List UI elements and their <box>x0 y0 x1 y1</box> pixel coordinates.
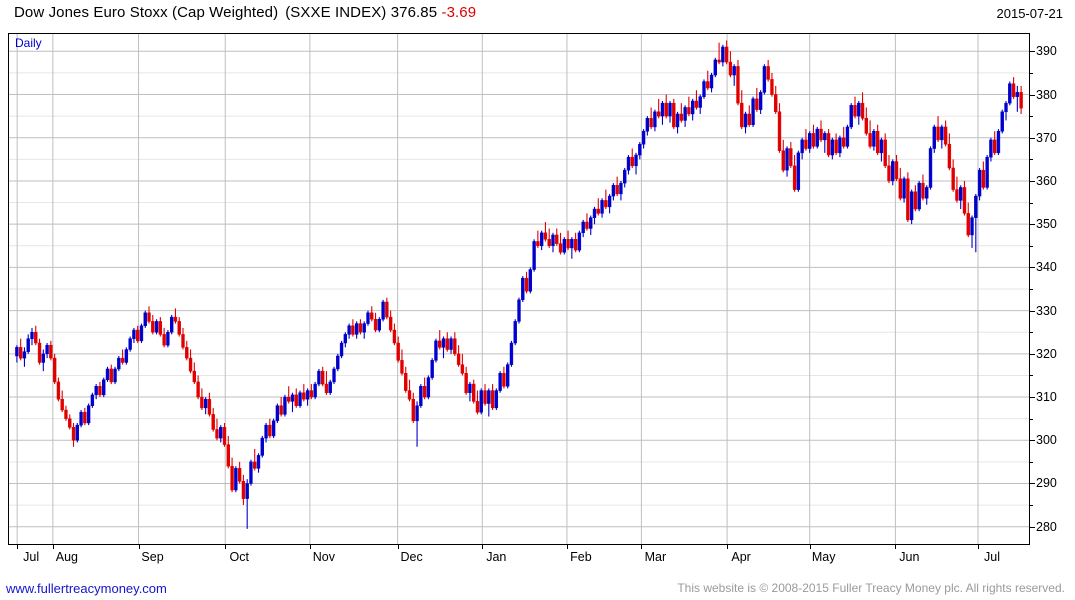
x-axis-label: Aug <box>55 550 78 564</box>
y-axis-label: 370 <box>1036 130 1057 145</box>
x-axis-label: Jul <box>23 550 40 564</box>
x-axis-tick-mark <box>17 545 19 549</box>
x-axis-label: Jul <box>984 550 1000 564</box>
x-axis-label: Mar <box>644 550 667 564</box>
plot-area[interactable]: Daily <box>8 33 1030 545</box>
y-axis-tick-mark <box>1030 483 1035 485</box>
x-axis-label: Dec <box>400 550 423 564</box>
y-axis-tick-mark <box>1030 137 1035 139</box>
last-price: 376.85 <box>390 4 438 21</box>
y-axis-label: 390 <box>1036 44 1057 59</box>
y-axis-label: 320 <box>1036 346 1057 361</box>
x-axis-tick-mark <box>138 545 140 549</box>
y-axis: 280 290 300 310 320 330 340 350 360 370 380 390 <box>1030 33 1075 545</box>
gridlines <box>9 34 1029 544</box>
x-axis-label: Oct <box>229 550 249 564</box>
x-axis-tick-mark <box>727 545 729 549</box>
chart-header: Dow Jones Euro Stoxx (Cap Weighted) (SXXE… <box>0 0 1075 30</box>
y-axis-label: 360 <box>1036 173 1057 188</box>
y-axis-label: 350 <box>1036 217 1057 232</box>
y-axis-label: 290 <box>1036 476 1057 491</box>
x-axis-label: Sep <box>141 550 164 564</box>
x-axis-tick-mark <box>566 545 568 549</box>
x-axis-tick-mark <box>397 545 399 549</box>
x-axis-label: Apr <box>731 550 751 564</box>
page-title: Dow Jones Euro Stoxx (Cap Weighted) (SXXE… <box>14 4 476 21</box>
price-change: -3.69 <box>441 4 477 21</box>
y-axis-tick-mark <box>1030 289 1033 290</box>
y-axis-tick-mark <box>1030 526 1035 528</box>
y-axis-tick-mark <box>1030 440 1035 442</box>
x-axis-label: Feb <box>570 550 592 564</box>
frequency-label: Daily <box>15 36 42 50</box>
y-axis-tick-mark <box>1030 224 1035 226</box>
chart-date: 2015-07-21 <box>996 6 1064 21</box>
instrument-ticker: (SXXE INDEX) <box>285 4 387 21</box>
y-axis-tick-mark <box>1030 505 1033 507</box>
x-axis-tick-mark <box>482 545 484 549</box>
instrument-name: Dow Jones Euro Stoxx (Cap Weighted) <box>14 4 279 21</box>
y-axis-tick-mark <box>1030 245 1033 247</box>
y-axis-tick-mark <box>1030 397 1035 399</box>
x-axis-tick-mark <box>641 545 643 549</box>
y-axis-tick-mark <box>1030 159 1033 161</box>
y-axis-label: 280 <box>1036 519 1057 534</box>
y-axis-tick-mark <box>1030 332 1033 334</box>
y-axis-label: 300 <box>1036 433 1057 448</box>
x-axis-label: May <box>811 550 836 564</box>
x-axis-tick-mark <box>225 545 227 549</box>
y-axis-tick-mark <box>1030 310 1035 312</box>
x-axis-tick-mark <box>895 545 897 549</box>
copyright-notice: This website is © 2008-2015 Fuller Treac… <box>677 581 1065 595</box>
y-axis-tick-mark <box>1030 202 1033 204</box>
x-axis-tick-mark <box>52 545 54 549</box>
x-axis-label: Jun <box>899 550 920 564</box>
y-axis-tick-mark <box>1030 72 1033 74</box>
y-axis-tick-mark <box>1030 51 1035 53</box>
y-axis-tick-mark <box>1030 461 1033 463</box>
x-axis-tick-mark <box>809 545 811 549</box>
website-link[interactable]: www.fullertreacymoney.com <box>6 581 167 596</box>
x-axis-tick-mark <box>978 545 979 549</box>
x-axis-label: Jan <box>486 550 507 564</box>
y-axis-tick-mark <box>1030 418 1033 420</box>
y-axis-label: 380 <box>1036 87 1057 102</box>
candlestick-series <box>15 40 1023 529</box>
y-axis-tick-mark <box>1030 267 1035 269</box>
y-axis-tick-mark <box>1030 116 1033 118</box>
x-axis: Jul Aug Sep Oct Nov Dec Jan Feb Mar Apr May Jun Jul <box>8 545 1030 567</box>
x-axis-label: Nov <box>312 550 336 564</box>
y-axis-tick-mark <box>1030 353 1035 355</box>
y-axis-tick-mark <box>1030 180 1035 182</box>
y-axis-label: 330 <box>1036 303 1057 318</box>
y-axis-tick-mark <box>1030 375 1033 377</box>
y-axis-label: 310 <box>1036 390 1057 405</box>
y-axis-tick-mark <box>1030 94 1035 96</box>
y-axis-label: 340 <box>1036 260 1057 275</box>
x-axis-tick-mark <box>309 545 311 549</box>
